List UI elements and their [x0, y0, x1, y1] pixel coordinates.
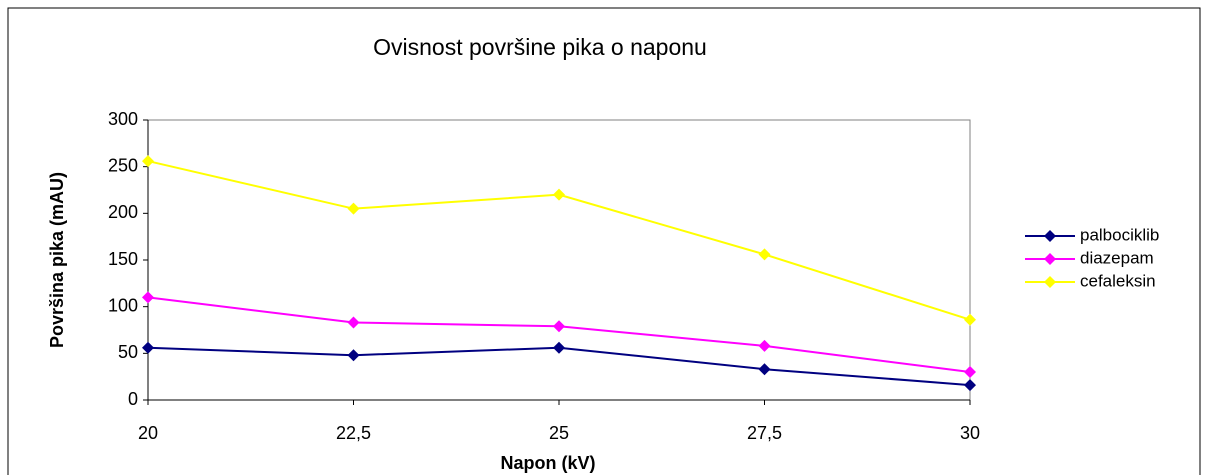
y-axis-label: Površina pika (mAU)	[47, 172, 67, 348]
data-point	[964, 313, 976, 326]
data-point	[553, 188, 565, 201]
data-point	[553, 320, 565, 333]
chart-title: Ovisnost površine pika o naponu	[373, 34, 707, 60]
legend-marker	[1044, 276, 1056, 288]
legend-label: cefaleksin	[1080, 271, 1156, 290]
x-tick-label: 25	[549, 423, 569, 443]
x-tick-label: 20	[138, 423, 158, 443]
data-point	[347, 316, 360, 329]
x-tick-label: 22,5	[336, 423, 371, 443]
data-point	[758, 248, 771, 261]
data-point	[964, 379, 976, 392]
legend-marker	[1044, 230, 1056, 242]
x-axis-label: Napon (kV)	[500, 453, 595, 473]
data-point	[347, 202, 360, 215]
data-point	[758, 363, 771, 376]
data-point	[553, 341, 565, 354]
x-tick-label: 27,5	[747, 423, 782, 443]
y-tick-label: 200	[108, 202, 138, 222]
data-point	[347, 349, 360, 362]
y-tick-label: 50	[118, 342, 138, 362]
data-point	[142, 155, 154, 168]
data-point	[964, 366, 976, 378]
legend-label: diazepam	[1080, 248, 1154, 267]
legend-marker	[1044, 253, 1056, 265]
y-tick-label: 250	[108, 155, 138, 175]
data-point	[142, 341, 154, 354]
data-point	[758, 339, 771, 352]
y-tick-label: 0	[128, 389, 138, 409]
legend-label: palbociklib	[1080, 225, 1159, 244]
x-tick-label: 30	[960, 423, 980, 443]
y-tick-label: 300	[108, 109, 138, 129]
data-point	[142, 291, 154, 304]
chart-frame	[7, 7, 1201, 475]
y-tick-label: 100	[108, 295, 138, 315]
y-tick-label: 150	[108, 249, 138, 269]
